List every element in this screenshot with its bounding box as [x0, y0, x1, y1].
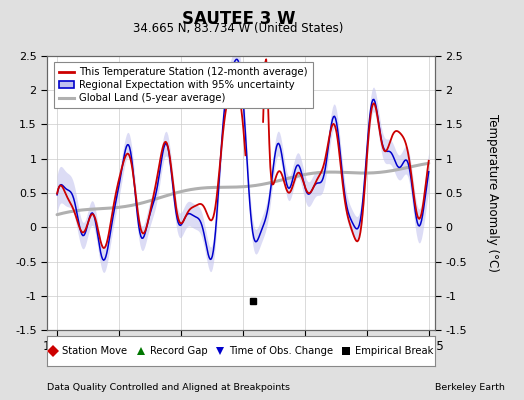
Text: Data Quality Controlled and Aligned at Breakpoints: Data Quality Controlled and Aligned at B… — [47, 383, 290, 392]
Text: SAUTEE 3 W: SAUTEE 3 W — [182, 10, 295, 28]
Y-axis label: Temperature Anomaly (°C): Temperature Anomaly (°C) — [486, 114, 499, 272]
Legend: This Temperature Station (12-month average), Regional Expectation with 95% uncer: This Temperature Station (12-month avera… — [54, 62, 313, 108]
Legend: Station Move, Record Gap, Time of Obs. Change, Empirical Break: Station Move, Record Gap, Time of Obs. C… — [46, 343, 436, 359]
Text: Berkeley Earth: Berkeley Earth — [435, 383, 505, 392]
Text: 34.665 N, 83.734 W (United States): 34.665 N, 83.734 W (United States) — [133, 22, 344, 35]
